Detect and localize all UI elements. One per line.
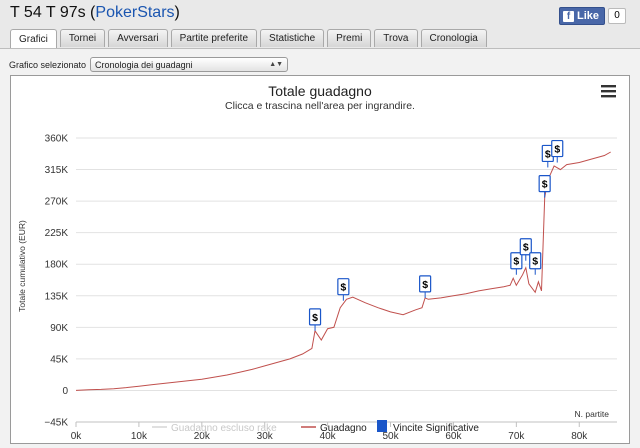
- chevron-updown-icon: ▲▼: [269, 61, 284, 68]
- marker-label: $: [312, 312, 318, 324]
- facebook-like-widget: f Like 0: [558, 7, 626, 25]
- marker-box: [510, 252, 523, 270]
- tab-7[interactable]: Cronologia: [420, 29, 487, 47]
- marker-label: $: [422, 279, 428, 291]
- significant-win-marker[interactable]: $: [419, 275, 432, 298]
- facebook-like-button[interactable]: f Like: [558, 7, 605, 25]
- marker-box: [538, 175, 551, 193]
- x-tick-label: 60k: [445, 431, 462, 442]
- tab-1[interactable]: Tornei: [59, 29, 106, 47]
- legend-label-rake: Guadagno escluso rake: [171, 423, 277, 434]
- significant-win-marker[interactable]: $: [308, 308, 322, 331]
- y-tick-labels: −45K 0 45K 90K 135K 180K 225K 270K 315K 360K: [44, 134, 68, 429]
- marker-label: $: [513, 256, 519, 268]
- title-prefix: T 54 T 97s (: [10, 4, 96, 21]
- series-line-guadagno: [75, 151, 611, 391]
- tab-2[interactable]: Avversari: [108, 29, 168, 47]
- marker-label: $: [340, 282, 346, 294]
- site-link[interactable]: PokerStars: [95, 4, 175, 21]
- facebook-like-label: Like: [576, 10, 599, 22]
- x-axis-title: N. partite: [575, 409, 610, 419]
- legend-label-gain: Guadagno: [320, 423, 367, 434]
- x-tick-labels: 0k 10k 20k 30k 40k 50k 60k 70k 80k: [71, 431, 589, 442]
- chart-selector-label: Grafico selezionato: [9, 59, 87, 70]
- significant-wins-layer: $$ $$$$$$ $: [308, 139, 564, 331]
- y-tick-label: 225K: [45, 228, 69, 239]
- chart-select-value: Cronologia dei guadagni: [95, 59, 193, 70]
- chart-subtitle: Clicca e trascina nell'area per ingrandi…: [225, 100, 415, 112]
- grid: [75, 137, 617, 427]
- x-tick-label: 40k: [320, 431, 337, 442]
- marker-box: [337, 278, 350, 296]
- chart-selector: Grafico selezionato Cronologia dei guada…: [9, 57, 289, 72]
- page-title: T 54 T 97s (PokerStars): [10, 4, 180, 22]
- y-tick-label: 270K: [45, 197, 69, 208]
- tab-3[interactable]: Partite preferite: [170, 29, 258, 47]
- tab-5[interactable]: Premi: [327, 29, 372, 47]
- marker-box: [529, 252, 542, 270]
- y-tick-label: 0: [62, 386, 68, 397]
- marker-label: $: [542, 179, 548, 191]
- legend-item-gain[interactable]: Guadagno: [301, 423, 367, 434]
- marker-box: [551, 139, 564, 158]
- legend-label-wins: Vincite Significative: [393, 423, 479, 434]
- series-layer: [75, 151, 611, 391]
- x-tick-label: 0k: [71, 431, 83, 442]
- marker-label: $: [554, 144, 560, 156]
- marker-box: [419, 275, 432, 293]
- significant-win-marker[interactable]: $: [510, 252, 523, 275]
- legend: Guadagno escluso rake Guadagno Vincite S…: [152, 420, 479, 434]
- x-tick-label: 30k: [257, 431, 274, 442]
- significant-win-marker[interactable]: $: [529, 252, 542, 275]
- title-suffix: ): [174, 4, 180, 21]
- marker-box: [519, 238, 532, 256]
- marker-label: $: [523, 242, 529, 254]
- y-tick-label: 180K: [45, 260, 69, 271]
- tab-4[interactable]: Statistiche: [260, 29, 325, 47]
- marker-label: $: [545, 148, 551, 160]
- significant-win-marker[interactable]: $: [551, 139, 564, 163]
- marker-box: [308, 308, 322, 326]
- x-tick-label: 80k: [571, 431, 588, 442]
- facebook-like-count: 0: [608, 8, 626, 24]
- facebook-icon: f: [562, 10, 574, 22]
- tab-bar: Grafici Tornei Avversari Partite preferite S…: [10, 29, 487, 48]
- x-tick-label: 70k: [508, 431, 525, 442]
- hamburger-icon[interactable]: [601, 85, 616, 98]
- significant-win-marker[interactable]: $: [538, 175, 551, 198]
- significant-win-marker[interactable]: $: [337, 278, 350, 301]
- legend-item-wins[interactable]: Vincite Significative: [377, 420, 479, 434]
- y-tick-label: 135K: [45, 291, 69, 302]
- content-panel: Grafico selezionato Cronologia dei guada…: [0, 48, 640, 448]
- tab-0[interactable]: Grafici: [10, 29, 57, 48]
- y-tick-label: −45K: [44, 418, 68, 429]
- y-tick-label: 360K: [45, 134, 69, 145]
- marker-label: $: [532, 256, 538, 268]
- chart-select-dropdown[interactable]: Cronologia dei guadagni ▲▼: [90, 57, 289, 72]
- tab-6[interactable]: Trova: [374, 29, 418, 47]
- y-tick-label: 45K: [50, 354, 68, 365]
- significant-win-marker[interactable]: $: [519, 238, 532, 261]
- x-tick-label: 50k: [382, 431, 399, 442]
- legend-item-rake[interactable]: Guadagno escluso rake: [152, 423, 277, 434]
- winnings-chart[interactable]: Totale guadagno Clicca e trascina nell'a…: [11, 76, 629, 443]
- y-tick-label: 90K: [50, 323, 68, 334]
- x-tick-label: 20k: [194, 431, 211, 442]
- y-axis-title: Totale cumulativo (EUR): [17, 220, 27, 312]
- y-tick-label: 315K: [45, 165, 69, 176]
- x-tick-label: 10k: [131, 431, 148, 442]
- chart-title: Totale guadagno: [268, 83, 372, 99]
- chart-container[interactable]: Totale guadagno Clicca e trascina nell'a…: [10, 75, 630, 444]
